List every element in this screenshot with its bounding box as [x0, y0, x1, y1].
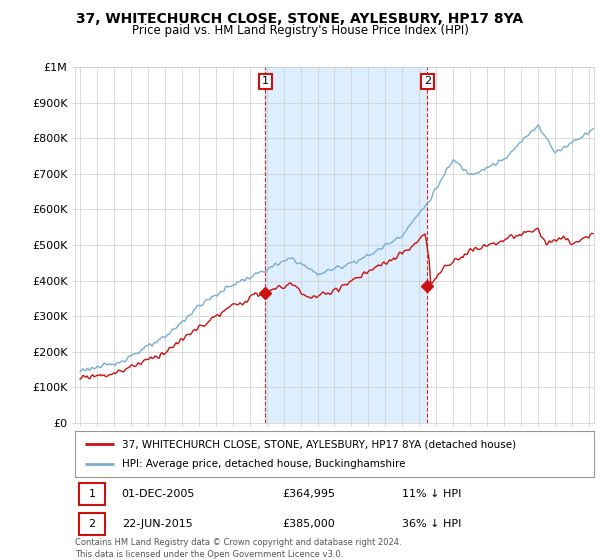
FancyBboxPatch shape: [79, 513, 105, 535]
Text: 1: 1: [89, 489, 95, 499]
Text: 01-DEC-2005: 01-DEC-2005: [122, 489, 195, 499]
Text: £364,995: £364,995: [283, 489, 335, 499]
Text: £385,000: £385,000: [283, 519, 335, 529]
Text: 2: 2: [89, 519, 95, 529]
Text: 1: 1: [262, 76, 269, 86]
Text: HPI: Average price, detached house, Buckinghamshire: HPI: Average price, detached house, Buck…: [122, 459, 405, 469]
Text: Contains HM Land Registry data © Crown copyright and database right 2024.
This d: Contains HM Land Registry data © Crown c…: [75, 538, 401, 559]
Text: 37, WHITECHURCH CLOSE, STONE, AYLESBURY, HP17 8YA (detached house): 37, WHITECHURCH CLOSE, STONE, AYLESBURY,…: [122, 439, 516, 449]
Bar: [265, 67, 427, 423]
Text: 37, WHITECHURCH CLOSE, STONE, AYLESBURY, HP17 8YA: 37, WHITECHURCH CLOSE, STONE, AYLESBURY,…: [76, 12, 524, 26]
Text: 11% ↓ HPI: 11% ↓ HPI: [402, 489, 461, 499]
Text: 36% ↓ HPI: 36% ↓ HPI: [402, 519, 461, 529]
Text: Price paid vs. HM Land Registry's House Price Index (HPI): Price paid vs. HM Land Registry's House …: [131, 24, 469, 37]
Text: 22-JUN-2015: 22-JUN-2015: [122, 519, 193, 529]
Text: 2: 2: [424, 76, 431, 86]
FancyBboxPatch shape: [79, 483, 105, 505]
